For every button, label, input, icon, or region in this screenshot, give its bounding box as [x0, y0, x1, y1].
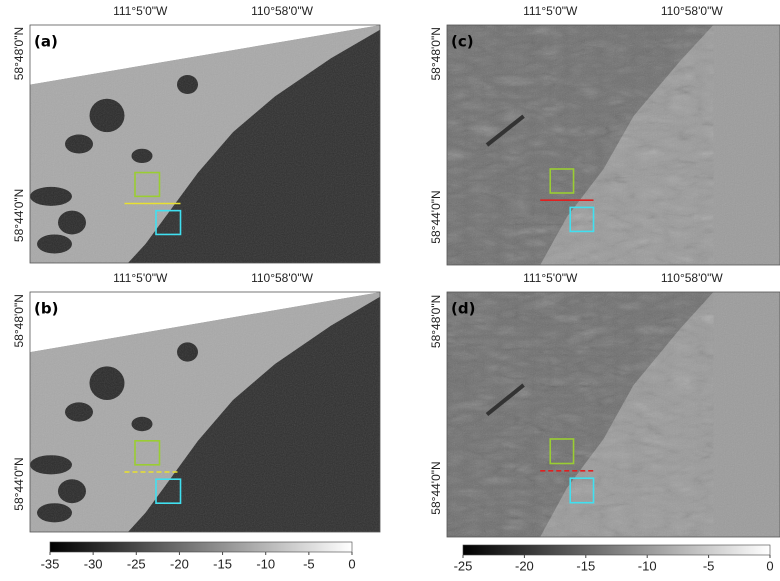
- lat-label: 58°44'0"N: [429, 190, 443, 243]
- lon-label: 111°5'0"W: [113, 271, 168, 285]
- sar-image: [447, 25, 780, 265]
- panel-label: (a): [34, 33, 58, 51]
- lat-label: 58°44'0"N: [12, 189, 26, 242]
- colorbar-tick-label: -5: [303, 556, 315, 571]
- colorbar-tick-label: -15: [213, 556, 232, 571]
- lon-label: 111°5'0"W: [113, 4, 168, 18]
- panel-label: (b): [34, 300, 58, 318]
- colorbar-tick-label: -20: [515, 558, 534, 573]
- lat-label: 58°44'0"N: [12, 457, 26, 510]
- colorbar-tick-label: -10: [256, 556, 275, 571]
- lon-label: 110°58'0"W: [251, 271, 314, 285]
- colorbar: [463, 545, 770, 555]
- figure: (a) 111°5'0"W 110°58'0"W 58°48'0"N 58°44'0"N…: [0, 0, 780, 576]
- colorbar-tick-label: 0: [766, 558, 773, 573]
- texture: [447, 25, 780, 265]
- panel-label: (d): [451, 300, 475, 318]
- colorbar-tick-label: 0: [348, 556, 355, 571]
- lon-label: 111°5'0"W: [523, 4, 578, 18]
- lon-label: 110°58'0"W: [661, 271, 724, 285]
- lat-label: 58°48'0"N: [429, 27, 443, 80]
- lon-label: 110°58'0"W: [251, 4, 314, 18]
- colorbar-tick-label: -20: [170, 556, 189, 571]
- colorbar-tick-label: -25: [127, 556, 146, 571]
- colorbar-tick-label: -5: [703, 558, 715, 573]
- colorbar-tick-label: -15: [576, 558, 595, 573]
- lat-label: 58°48'0"N: [12, 294, 26, 347]
- sar-image: [30, 292, 380, 532]
- sar-image: [447, 292, 780, 537]
- lat-label: 58°44'0"N: [429, 461, 443, 514]
- colorbar: [50, 542, 352, 552]
- panel-label: (c): [451, 33, 474, 51]
- colorbar-tick-label: -10: [638, 558, 657, 573]
- sar-image: [30, 25, 380, 263]
- colorbar-tick-label: -25: [454, 558, 473, 573]
- lat-label: 58°48'0"N: [12, 27, 26, 80]
- lon-label: 111°5'0"W: [523, 271, 578, 285]
- colorbar-tick-label: -30: [84, 556, 103, 571]
- colorbar-tick-label: -35: [41, 556, 60, 571]
- lon-label: 110°58'0"W: [661, 4, 724, 18]
- lat-label: 58°48'0"N: [429, 295, 443, 348]
- texture: [447, 292, 780, 537]
